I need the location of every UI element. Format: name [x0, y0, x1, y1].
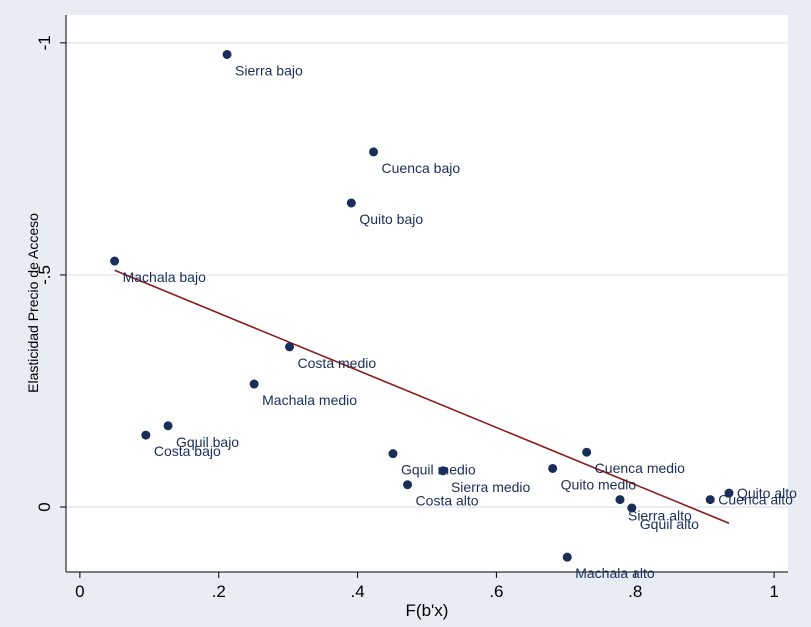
point-label: Machala bajo	[123, 269, 206, 285]
data-point	[285, 342, 294, 351]
x-tick-label: .4	[350, 582, 364, 601]
data-point	[223, 50, 232, 59]
data-point	[724, 489, 733, 498]
point-label: Quito bajo	[359, 211, 423, 227]
x-tick-label: 0	[75, 582, 84, 601]
data-point	[403, 480, 412, 489]
point-label: Costa medio	[298, 355, 377, 371]
x-tick-label: .6	[489, 582, 503, 601]
y-tick-label: -1	[35, 35, 54, 50]
point-label: Quito alto	[737, 485, 797, 501]
data-point	[563, 553, 572, 562]
plot-area	[66, 15, 788, 572]
data-point	[706, 495, 715, 504]
point-label: Machala alto	[575, 565, 655, 581]
point-label: Sierra bajo	[235, 62, 303, 78]
data-point	[369, 147, 378, 156]
data-point	[164, 421, 173, 430]
point-label: Gquil medio	[401, 462, 476, 478]
data-point	[582, 448, 591, 457]
point-label: Machala medio	[262, 392, 357, 408]
y-axis-label: Elasticidad Precio de Acceso	[25, 213, 41, 393]
data-point	[110, 257, 119, 266]
x-tick-label: .2	[212, 582, 226, 601]
x-tick-label: 1	[769, 582, 778, 601]
x-axis-ticks: 0 .2 .4 .6 .8 1	[75, 572, 779, 601]
data-point	[615, 495, 624, 504]
data-point	[388, 449, 397, 458]
data-point	[627, 503, 636, 512]
point-label: Gquil alto	[640, 516, 699, 532]
point-label: Costa alto	[416, 493, 479, 509]
data-point	[250, 380, 259, 389]
point-label: Cuenca medio	[595, 460, 685, 476]
point-label: Costa bajo	[154, 443, 221, 459]
x-axis-label: F(b'x)	[406, 601, 449, 620]
data-point	[438, 466, 447, 475]
x-tick-label: .8	[628, 582, 642, 601]
y-tick-label: 0	[35, 502, 54, 511]
data-point	[347, 198, 356, 207]
data-point	[141, 431, 150, 440]
point-label: Quito medio	[561, 476, 637, 492]
data-point	[548, 464, 557, 473]
point-label: Cuenca bajo	[382, 160, 461, 176]
